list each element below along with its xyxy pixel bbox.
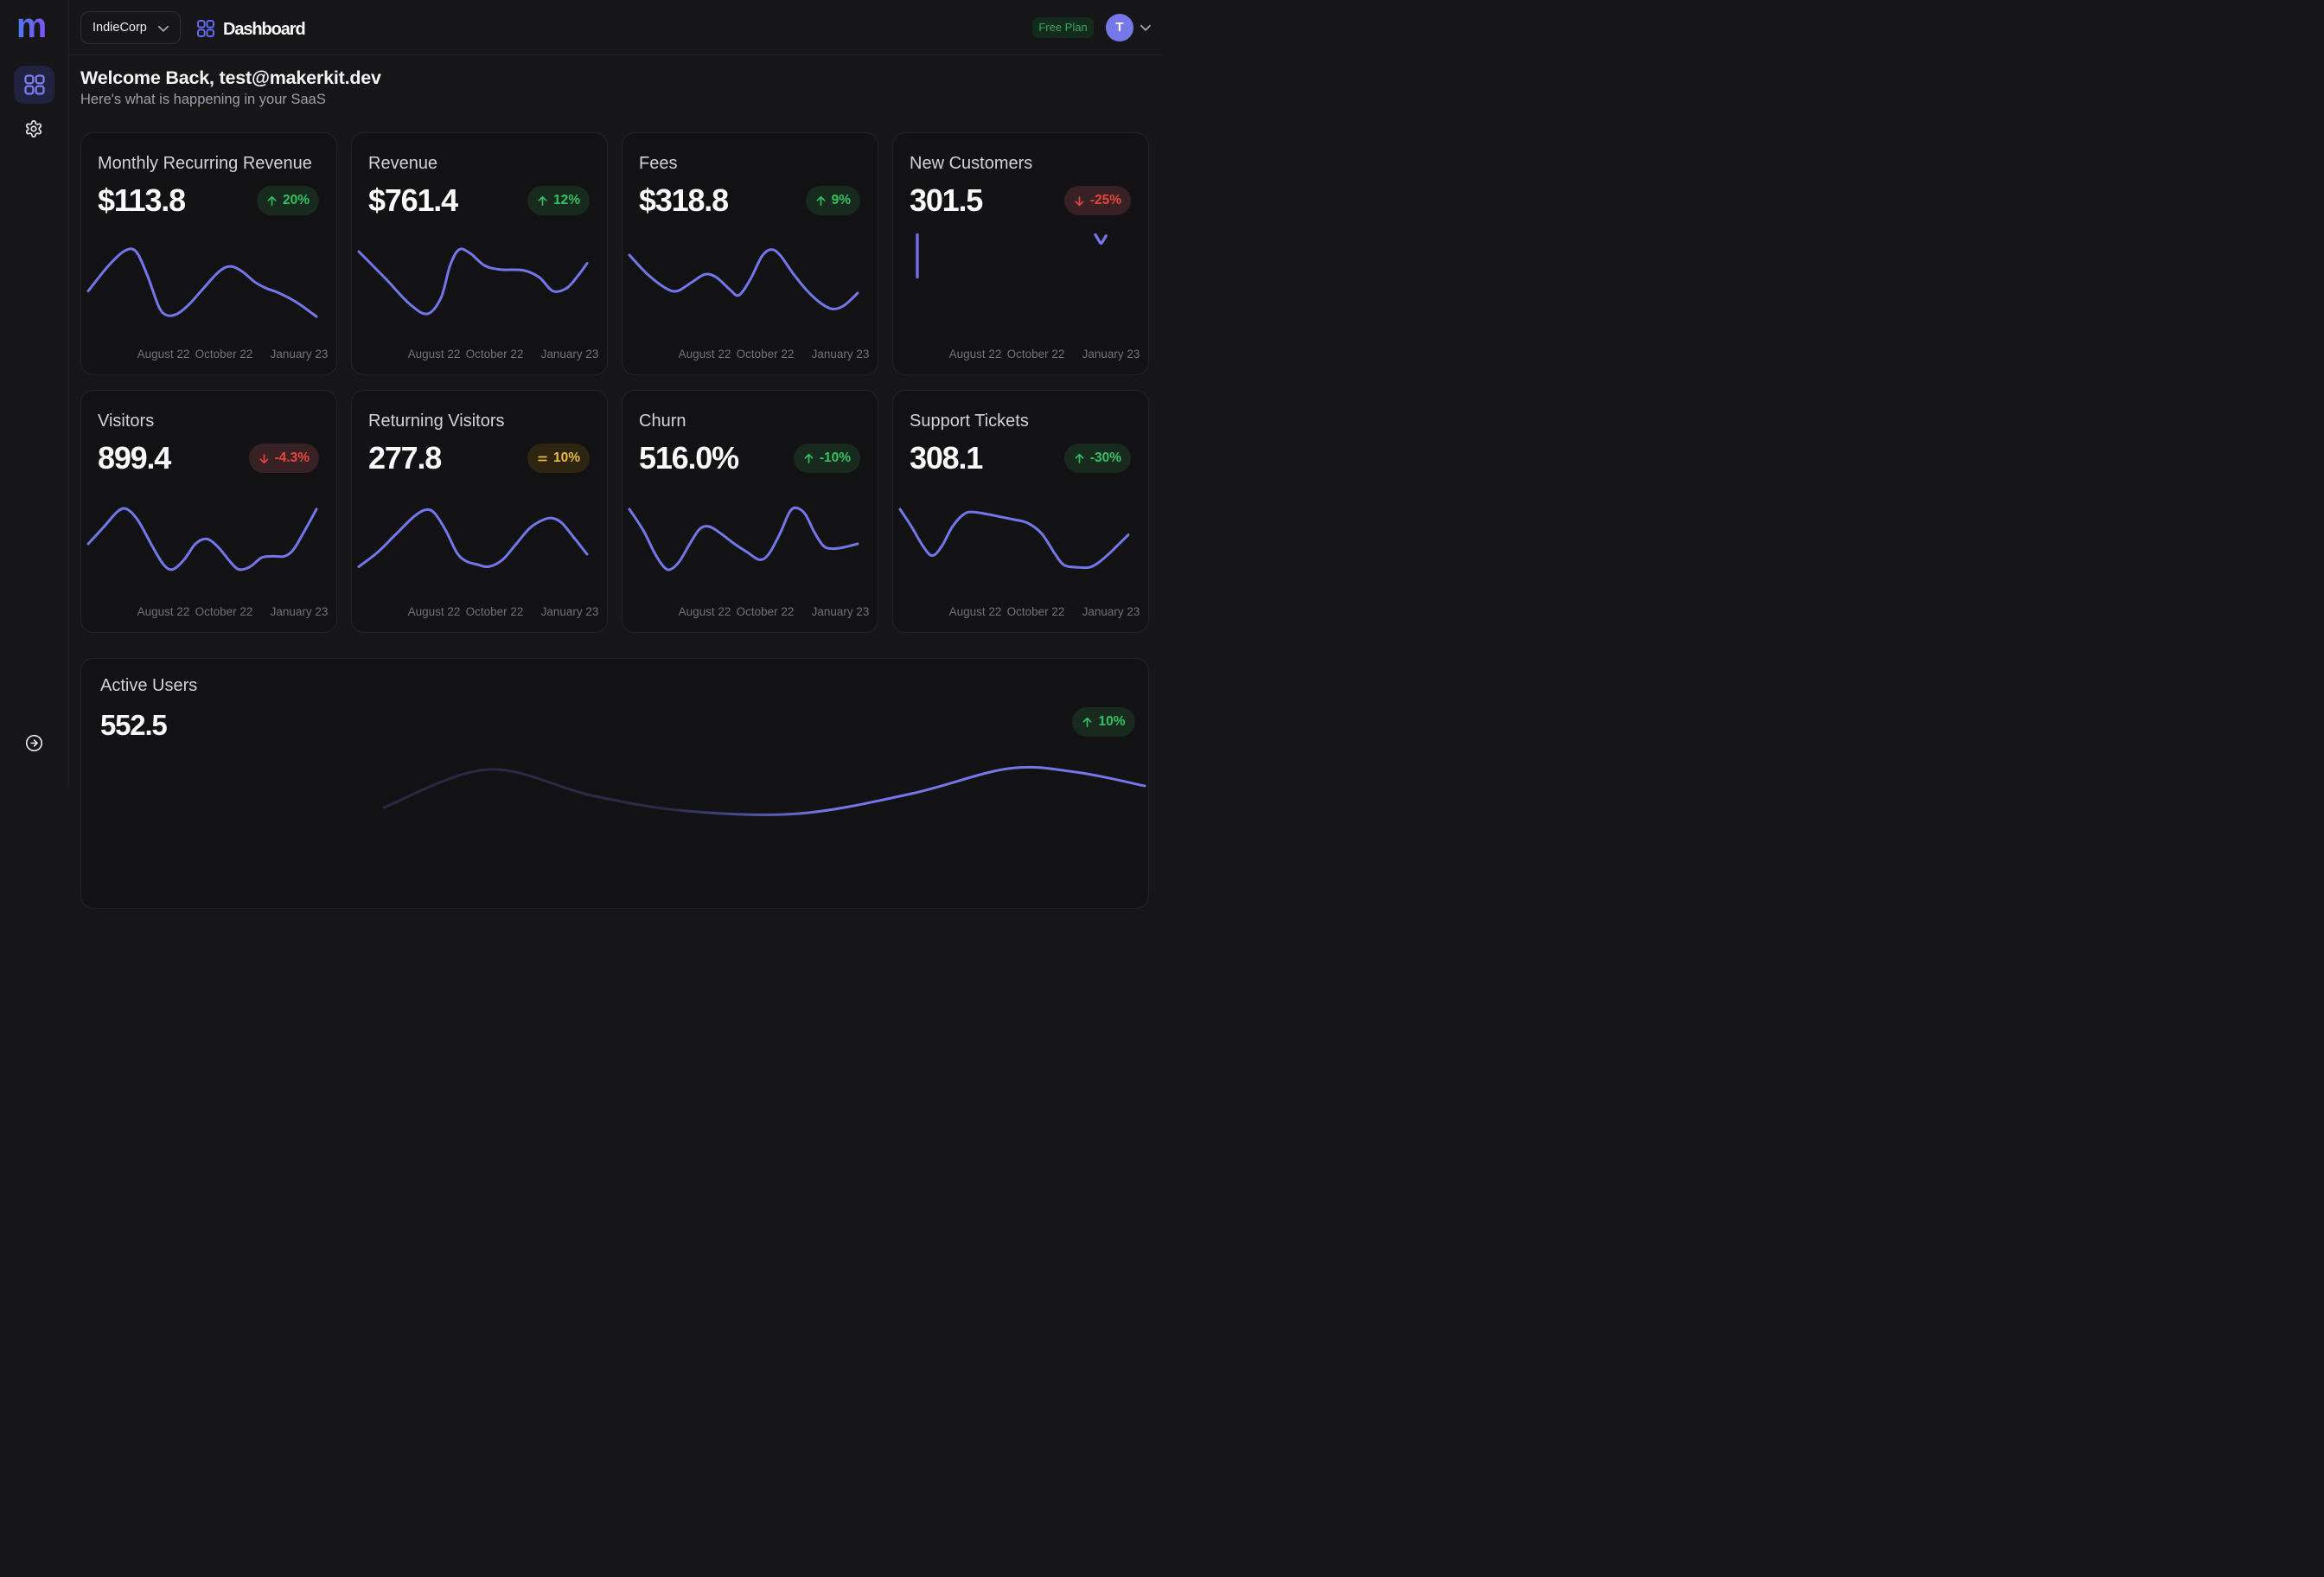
svg-text:m: m <box>17 14 47 39</box>
